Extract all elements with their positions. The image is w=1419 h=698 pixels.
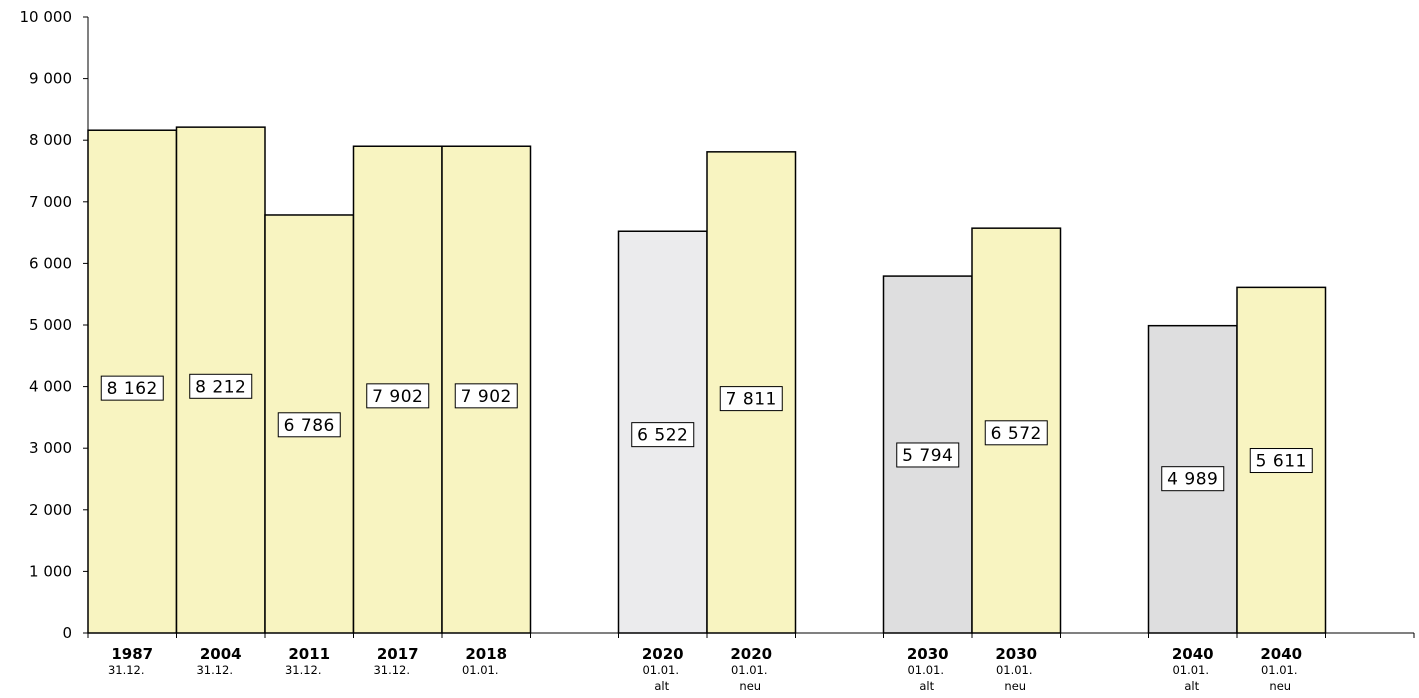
y-tick-label: 8 000 <box>29 131 72 149</box>
category-variant-label: neu <box>1004 679 1026 693</box>
category-year-label: 2020 <box>730 645 772 663</box>
category-year-label: 2020 <box>642 645 684 663</box>
value-label-box <box>277 412 341 438</box>
value-label-box <box>896 442 960 468</box>
value-label-box <box>454 383 518 409</box>
value-label: 7 811 <box>726 390 777 410</box>
category-date-label: 01.01. <box>996 663 1033 677</box>
value-label-box <box>719 386 783 412</box>
y-tick-label: 10 000 <box>20 8 73 26</box>
category-date-label: 01.01. <box>1172 663 1209 677</box>
category-year-label: 2011 <box>288 645 330 663</box>
y-tick-label: 5 000 <box>29 316 72 334</box>
category-date-label: 01.01. <box>1261 663 1298 677</box>
category-year-label: 2030 <box>907 645 949 663</box>
category-date-label: 31.12. <box>285 663 322 677</box>
category-variant-label: alt <box>1184 679 1199 693</box>
category-year-label: 2018 <box>465 645 507 663</box>
category-date-label: 01.01. <box>907 663 944 677</box>
value-label-box <box>1249 448 1313 474</box>
value-label-box <box>100 375 164 401</box>
category-date-label: 31.12. <box>196 663 233 677</box>
y-tick-label: 1 000 <box>29 562 72 580</box>
y-tick-label: 0 <box>62 624 72 642</box>
value-label-box <box>984 420 1048 446</box>
category-date-label: 31.12. <box>373 663 410 677</box>
value-label: 6 786 <box>284 416 335 436</box>
category-variant-label: alt <box>654 679 669 693</box>
value-label: 5 794 <box>902 446 953 466</box>
value-label: 4 989 <box>1167 470 1218 490</box>
value-label: 6 522 <box>637 426 688 446</box>
category-date-label: 01.01. <box>731 663 768 677</box>
category-year-label: 2040 <box>1260 645 1302 663</box>
y-tick-label: 4 000 <box>29 378 72 396</box>
y-tick-label: 6 000 <box>29 254 72 272</box>
value-label-box <box>366 383 430 409</box>
value-label: 5 611 <box>1256 452 1307 472</box>
category-year-label: 2030 <box>995 645 1037 663</box>
category-year-label: 2040 <box>1172 645 1214 663</box>
category-year-label: 2004 <box>200 645 242 663</box>
value-label: 7 902 <box>372 387 423 407</box>
y-tick-label: 3 000 <box>29 439 72 457</box>
value-label: 7 902 <box>461 387 512 407</box>
value-label: 8 162 <box>107 379 158 399</box>
y-tick-label: 2 000 <box>29 501 72 519</box>
category-year-label: 1987 <box>111 645 153 663</box>
value-label: 8 212 <box>195 377 246 397</box>
category-variant-label: neu <box>1269 679 1291 693</box>
category-year-label: 2017 <box>377 645 419 663</box>
y-tick-label: 9 000 <box>29 70 72 88</box>
category-variant-label: neu <box>739 679 761 693</box>
category-date-label: 31.12. <box>108 663 145 677</box>
value-label-box <box>189 373 253 399</box>
value-label: 6 572 <box>991 424 1042 444</box>
category-variant-label: alt <box>919 679 934 693</box>
category-date-label: 01.01. <box>642 663 679 677</box>
y-tick-label: 7 000 <box>29 193 72 211</box>
value-label-box <box>631 422 695 448</box>
category-date-label: 01.01. <box>462 663 499 677</box>
value-label-box <box>1161 466 1225 492</box>
